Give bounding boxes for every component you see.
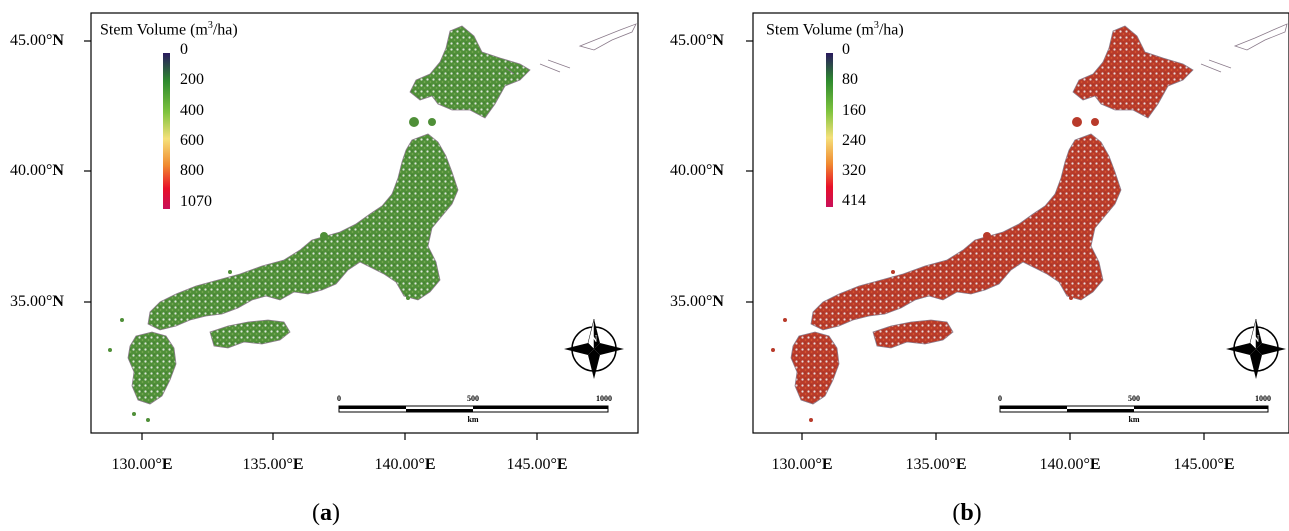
lon-label-145: 145.00°E <box>1173 456 1235 473</box>
legend-tick: 0 <box>842 41 850 58</box>
legend-tick: 240 <box>842 132 866 149</box>
japan-landmass <box>127 25 531 405</box>
japan-landmass <box>790 25 1194 405</box>
legend-tick: 600 <box>180 132 204 149</box>
lon-label-145: 145.00°E <box>506 456 568 473</box>
outline-islands <box>1200 23 1288 73</box>
lat-label-40: 40.00°N <box>670 162 724 179</box>
scale-label-0: 0 <box>337 394 341 403</box>
compass-rose <box>1226 318 1286 379</box>
legend-colorbar <box>163 53 170 209</box>
lon-label-135: 135.00°E <box>242 456 304 473</box>
lon-label-130: 130.00°E <box>771 456 833 473</box>
lat-label-35: 35.00°N <box>670 293 724 310</box>
scale-bar <box>338 405 609 413</box>
panel-label-a: (a) <box>312 500 340 526</box>
map-panel-a: 45.00°N 40.00°N 35.00°N 130.00°E 135.00°… <box>0 0 644 531</box>
small-islands <box>771 117 1099 422</box>
scale-label-1000: 1000 <box>596 394 612 403</box>
legend-title: Stem Volume (m3/ha) <box>766 20 904 39</box>
map-panel-b: 45.00°N 40.00°N 35.00°N 130.00°E 135.00°… <box>645 0 1289 531</box>
scale-label-0: 0 <box>998 394 1002 403</box>
scale-label-500: 500 <box>1128 394 1140 403</box>
compass-north-letter: N <box>590 334 598 344</box>
map-b-svg <box>746 12 1289 440</box>
legend-tick: 200 <box>180 71 204 88</box>
legend-tick: 400 <box>180 102 204 119</box>
legend-title: Stem Volume (m3/ha) <box>100 20 238 39</box>
scale-label-1000: 1000 <box>1255 394 1271 403</box>
axis-ticks <box>84 40 538 440</box>
panel-label-b: (b) <box>952 500 982 526</box>
lat-label-45: 45.00°N <box>670 32 724 49</box>
legend-tick: 160 <box>842 102 866 119</box>
axis-ticks <box>746 40 1205 440</box>
compass-rose <box>564 318 624 379</box>
lon-label-135: 135.00°E <box>905 456 967 473</box>
small-islands <box>108 117 436 422</box>
legend-tick: 1070 <box>180 193 212 210</box>
scale-unit: km <box>467 415 479 424</box>
legend-tick: 800 <box>180 162 204 179</box>
outline-islands <box>505 23 637 75</box>
compass-north-letter: N <box>1252 334 1260 344</box>
lat-label-45: 45.00°N <box>10 32 64 49</box>
legend-tick: 414 <box>842 192 866 209</box>
scale-bar <box>999 405 1269 413</box>
legend-colorbar <box>826 53 833 207</box>
legend-tick: 80 <box>842 71 858 88</box>
scale-unit: km <box>1128 415 1140 424</box>
map-a-svg <box>84 12 639 440</box>
legend-tick: 0 <box>180 41 188 58</box>
lon-label-130: 130.00°E <box>111 456 173 473</box>
map-frame <box>90 12 639 434</box>
scale-label-500: 500 <box>467 394 479 403</box>
lon-label-140: 140.00°E <box>1039 456 1101 473</box>
lon-label-140: 140.00°E <box>374 456 436 473</box>
legend-tick: 320 <box>842 162 866 179</box>
lat-label-35: 35.00°N <box>10 293 64 310</box>
map-frame <box>752 12 1289 434</box>
lat-label-40: 40.00°N <box>10 162 64 179</box>
